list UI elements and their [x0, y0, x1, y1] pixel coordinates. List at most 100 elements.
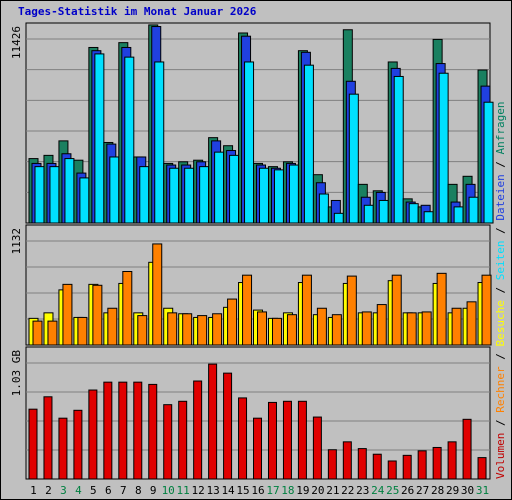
bar-top-seiten-day-24 [378, 199, 389, 224]
bar-bottom-rechner-day-2 [43, 396, 53, 480]
x-tick-label-day-26: 26 [401, 484, 414, 497]
bar-middle-volumen-day-13 [212, 313, 223, 346]
bar-middle-volumen-day-21 [331, 314, 342, 346]
bar-top-seiten-day-22 [348, 93, 359, 224]
legend-item-seiten: Seiten [494, 241, 507, 281]
bar-top-seiten-day-15 [244, 61, 255, 224]
bar-bottom-rechner-day-18 [282, 400, 292, 480]
bar-top-seiten-day-3 [64, 158, 75, 224]
panel-middle: 1132 [10, 224, 492, 346]
legend-item-rechner: Rechner [494, 366, 507, 413]
x-tick-label-day-20: 20 [311, 484, 324, 497]
bar-bottom-rechner-day-29 [447, 441, 457, 480]
panel-top: 11426 [10, 22, 494, 224]
bar-middle-volumen-day-27 [421, 311, 432, 346]
bar-bottom-rechner-day-14 [223, 372, 233, 480]
bar-middle-volumen-day-26 [406, 312, 417, 346]
bar-middle-volumen-day-28 [436, 272, 447, 346]
bar-bottom-rechner-day-23 [357, 448, 367, 480]
legend-separator: / [494, 154, 507, 174]
bar-middle-volumen-day-20 [316, 307, 327, 346]
bar-middle-volumen-day-12 [197, 315, 208, 346]
bar-middle-volumen-day-17 [271, 317, 282, 346]
bar-top-seiten-day-14 [229, 154, 240, 224]
bar-middle-volumen-day-31 [481, 274, 492, 346]
bar-bottom-rechner-day-15 [238, 397, 248, 480]
bar-bottom-rechner-day-8 [133, 381, 143, 480]
bar-top-seiten-day-23 [363, 204, 374, 224]
bar-bottom-rechner-day-3 [58, 417, 68, 480]
bar-top-seiten-day-10 [169, 167, 180, 224]
x-tick-label-day-1: 1 [30, 484, 37, 497]
bar-bottom-rechner-day-16 [253, 417, 263, 480]
x-tick-label-day-11: 11 [177, 484, 190, 497]
bar-top-seiten-day-2 [49, 166, 60, 224]
x-tick-label-day-31: 31 [476, 484, 489, 497]
bar-top-seiten-day-30 [468, 196, 479, 224]
panel-bottom: 1.03 GB [10, 346, 491, 480]
x-tick-label-day-16: 16 [251, 484, 264, 497]
bar-bottom-rechner-day-1 [28, 408, 38, 480]
bar-middle-volumen-day-3 [62, 283, 73, 346]
bar-top-seiten-day-31 [483, 101, 494, 224]
bar-middle-volumen-day-25 [391, 274, 402, 346]
x-tick-label-day-21: 21 [326, 484, 339, 497]
chart-title: Tages-Statistik im Monat Januar 2026 [18, 5, 257, 18]
bar-top-seiten-day-17 [273, 169, 284, 224]
x-tick-label-day-25: 25 [386, 484, 399, 497]
bar-top-seiten-day-4 [79, 177, 90, 224]
bar-top-seiten-day-9 [154, 61, 165, 224]
x-tick-label-day-28: 28 [431, 484, 444, 497]
bar-bottom-rechner-day-10 [163, 404, 173, 480]
bar-middle-volumen-day-14 [227, 298, 238, 346]
legend-separator: / [494, 347, 507, 367]
bar-middle-volumen-day-8 [137, 315, 148, 346]
bar-top-seiten-day-25 [393, 75, 404, 224]
x-tick-label-day-18: 18 [281, 484, 294, 497]
bar-bottom-rechner-day-17 [267, 401, 277, 480]
legend-item-dateien: Dateien [494, 174, 507, 220]
bar-middle-volumen-day-10 [167, 312, 178, 346]
bar-top-seiten-day-13 [214, 151, 225, 224]
bar-middle-volumen-day-30 [466, 301, 477, 346]
bar-bottom-rechner-day-7 [118, 381, 128, 480]
bar-bottom-rechner-day-30 [462, 418, 472, 480]
bar-top-seiten-day-21 [333, 212, 344, 224]
bar-bottom-rechner-day-21 [327, 449, 337, 480]
bar-bottom-rechner-day-9 [148, 383, 158, 480]
bar-bottom-rechner-day-25 [387, 460, 397, 480]
x-tick-label-day-8: 8 [135, 484, 142, 497]
bar-top-seiten-day-8 [139, 166, 150, 224]
bar-top-seiten-day-1 [34, 166, 45, 224]
bar-middle-volumen-day-11 [182, 313, 193, 346]
bar-top-seiten-day-27 [423, 211, 434, 224]
bar-middle-volumen-day-24 [376, 304, 387, 346]
bar-top-seiten-day-18 [288, 164, 299, 224]
bar-bottom-rechner-day-19 [297, 400, 307, 480]
x-tick-label-day-9: 9 [150, 484, 157, 497]
bar-middle-volumen-day-4 [77, 316, 88, 346]
panel-top-ymax-label: 11426 [10, 26, 23, 59]
bar-top-seiten-day-5 [94, 53, 105, 224]
bar-top-seiten-day-19 [303, 64, 314, 224]
bar-bottom-rechner-day-20 [312, 416, 322, 480]
x-tick-label-day-2: 2 [45, 484, 52, 497]
legend-separator: / [494, 221, 507, 241]
legend-item-anfragen: Anfragen [494, 101, 507, 154]
legend-item-besuche: Besuche [494, 300, 507, 346]
bar-top-seiten-day-11 [184, 167, 195, 224]
x-tick-label-day-3: 3 [60, 484, 67, 497]
bar-top-seiten-day-6 [109, 156, 120, 224]
panel-middle-ymax-label: 1132 [10, 228, 23, 255]
legend-text: Volumen / Rechner / Besuche / Seiten / D… [494, 101, 507, 479]
panel-bottom-ymax-label: 1.03 GB [10, 350, 23, 397]
x-tick-label-day-19: 19 [296, 484, 309, 497]
x-tick-label-day-17: 17 [266, 484, 279, 497]
bar-top-seiten-day-20 [318, 193, 329, 224]
bar-bottom-rechner-day-12 [193, 380, 203, 480]
bar-middle-volumen-day-6 [107, 307, 118, 346]
bar-top-seiten-day-28 [438, 72, 449, 224]
x-tick-label-day-6: 6 [105, 484, 112, 497]
x-tick-label-day-13: 13 [206, 484, 219, 497]
bar-bottom-rechner-day-13 [208, 363, 218, 480]
